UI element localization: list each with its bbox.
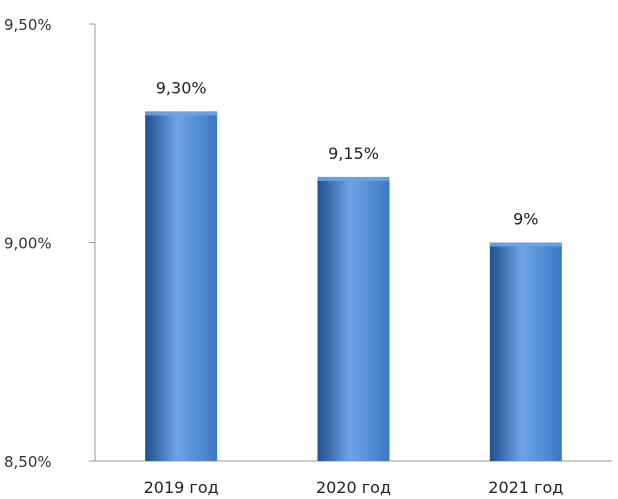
bar-top-highlight: [145, 111, 218, 116]
y-tick-label: 9,00%: [4, 235, 52, 253]
y-tick-label: 8,50%: [4, 453, 52, 471]
data-label: 9,15%: [328, 144, 379, 163]
category-labels: 2019 год 2020 год 2021 год: [144, 478, 564, 497]
x-category-label: 2021 год: [488, 478, 563, 497]
data-labels: 9,30% 9,15% 9%: [156, 78, 539, 228]
x-category-label: 2020 год: [316, 478, 391, 497]
bar: [489, 242, 562, 461]
y-tick-label: 9,50%: [4, 16, 52, 34]
data-label: 9%: [513, 210, 538, 229]
bar-top-highlight: [489, 242, 562, 247]
bar: [317, 176, 390, 461]
bar: [145, 111, 218, 462]
data-label: 9,30%: [156, 78, 207, 97]
bars: [145, 111, 562, 462]
bar-top-highlight: [317, 176, 390, 181]
x-category-label: 2019 год: [144, 478, 219, 497]
